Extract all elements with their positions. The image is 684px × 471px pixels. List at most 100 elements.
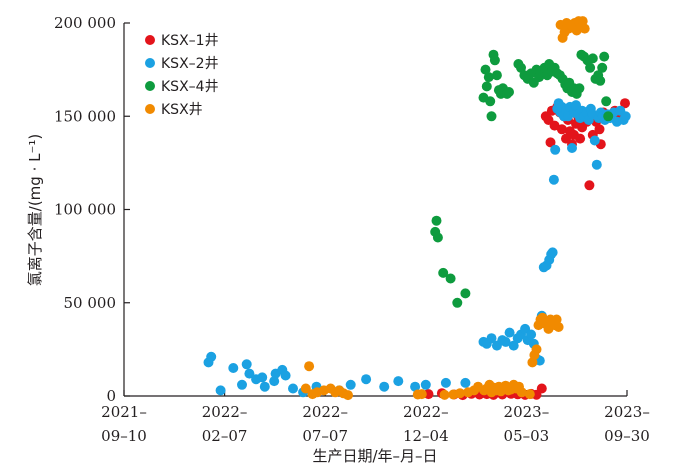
x-axis-title: 生产日期/年–月–日 [312,447,437,465]
data-point [594,124,605,135]
x-tick-label-year: 2023– [604,403,650,421]
y-axis: 0 50 000 100 000 150 000 200 000 [54,14,130,405]
data-point [620,111,631,122]
x-tick-label-year: 2022– [202,403,248,421]
x-tick-label-year: 2022– [403,403,449,421]
data-point [431,215,442,226]
legend-label: KSX–1井 [161,33,219,49]
data-point [577,16,588,27]
data-point [432,232,443,243]
data-point [452,297,463,308]
data-point [587,53,598,64]
data-point [584,180,595,191]
x-tick-label-date: 12–04 [403,427,449,445]
data-point [460,377,471,388]
data-point [288,383,298,394]
data-point [300,383,311,394]
data-point [438,267,449,278]
data-point [259,381,270,392]
y-tick-label: 100 000 [54,201,116,219]
data-point [620,98,630,109]
data-point [379,381,390,392]
data-point [553,322,564,332]
data-point [547,247,558,258]
series-3 [430,49,614,308]
data-point [228,363,239,373]
data-point [508,340,519,351]
data-point [486,111,497,122]
x-tick-label-date: 02–07 [202,427,248,445]
data-point [526,329,537,340]
data-point [269,376,280,387]
data-point [489,55,500,66]
data-point [551,314,562,325]
data-point [439,389,450,400]
x-tick-label-date: 07–07 [302,427,348,445]
data-point [343,390,353,401]
y-axis-title: 氯离子含量/(mg · L⁻¹) [26,134,44,286]
y-tick-label: 200 000 [54,14,116,32]
data-point [481,81,492,92]
data-point [516,387,527,398]
series-4 [300,16,590,401]
x-tick-label-date: 05–03 [504,427,550,445]
data-point [485,96,496,107]
data-point [304,361,315,372]
data-point [595,75,606,86]
data-point [241,359,252,370]
data-point [601,96,612,107]
x-tick-label-date: 09–10 [101,427,147,445]
data-point [206,351,217,362]
data-point [531,344,542,355]
data-point [556,124,567,135]
data-point [460,288,471,299]
data-point [483,72,494,83]
data-point [345,379,356,390]
legend-label: KSX–2井 [161,56,219,72]
y-tick-label: 0 [106,387,116,405]
legend: KSX–1井 KSX–2井 KSX–4井 KSX井 [145,33,219,118]
x-tick-label-year: 2023– [504,403,550,421]
x-tick-label-year: 2022– [302,403,348,421]
data-point [361,374,372,385]
data-point [257,372,268,383]
legend-marker [145,58,155,68]
data-point [591,159,602,170]
data-point [589,135,600,146]
data-point [550,144,561,155]
data-point [480,64,491,75]
data-point [567,143,577,153]
data-point [599,51,610,62]
data-point [536,383,547,394]
data-point [455,388,465,399]
data-point [416,389,427,400]
legend-marker [145,104,155,114]
x-tick-label-year: 2021– [101,403,147,421]
data-point [545,137,556,148]
data-point [585,62,596,73]
data-point [420,379,431,390]
x-tick-label-date: 09–30 [604,427,650,445]
data-point [491,70,502,81]
legend-label: KSX–4井 [161,79,219,95]
data-points [203,16,631,401]
y-tick-label: 150 000 [54,107,116,125]
data-point [237,379,247,390]
data-point [574,83,585,94]
data-point [597,62,608,73]
series-1 [423,98,630,401]
legend-label: KSX井 [161,102,203,118]
series-2 [203,98,631,398]
data-point [504,327,515,338]
data-point [579,23,590,34]
data-point [244,368,255,379]
legend-marker [145,35,155,45]
y-tick-label: 50 000 [64,294,117,312]
data-point [603,111,614,122]
data-point [524,389,535,400]
x-axis: 2021– 09–10 2022– 02–07 2022– 07–07 2022– 12–04… [101,390,650,445]
data-point [440,377,451,388]
data-point [393,376,404,387]
data-point [410,381,421,392]
